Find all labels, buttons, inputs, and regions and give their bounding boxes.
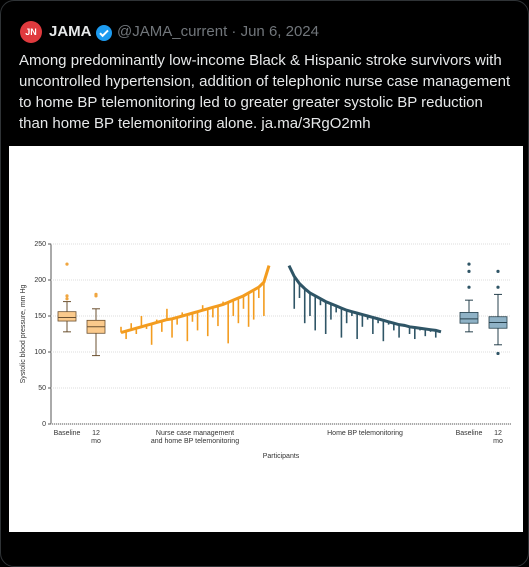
outlier [65,262,69,266]
x-axis-label: Participants [263,453,300,460]
box [459,311,479,324]
outlier [94,292,98,296]
group-label: 12 [92,430,100,437]
baseline-curve [120,265,271,335]
outlier [496,269,500,273]
handle-date[interactable]: @JAMA_current · Jun 6, 2024 [117,23,319,40]
y-tick-label: 150 [34,313,46,320]
y-axis-label: Systolic blood pressure, mm Hg [20,284,27,383]
outlier [65,294,69,298]
y-tick-label: 100 [34,349,46,356]
outlier [467,262,471,266]
baseline-curve [287,264,442,334]
group-label: Nurse case management [156,430,234,437]
y-tick-label: 200 [34,277,46,284]
verified-badge [96,25,112,41]
group-label: Baseline [54,430,81,437]
outlier [467,285,471,289]
outlier [496,285,500,289]
box [57,311,77,322]
group-label: 12 [494,430,502,437]
tweet-text: Among predominantly low-income Black & H… [19,52,511,132]
author[interactable]: JAMA [49,23,92,40]
avatar[interactable]: JN [20,21,42,43]
chart: 0 50 100 150 200 250 Systolic blood pressure, … [9,146,523,532]
group-label: Home BP telemonitoring [327,430,403,437]
outlier [467,269,471,273]
y-tick-label: 0 [42,421,46,428]
y-tick-label: 250 [34,241,46,248]
outlier [65,297,69,301]
y-tick-label: 50 [38,385,46,392]
group-label: mo [493,438,503,445]
group-label: Baseline [456,430,483,437]
outlier [496,351,500,356]
group-label: mo [91,438,101,445]
group-label: and home BP telemonitoring [151,438,239,445]
